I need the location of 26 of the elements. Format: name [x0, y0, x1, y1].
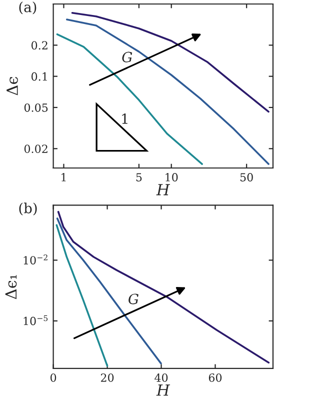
chart-title: (b) [19, 202, 37, 216]
y-tick-label: 10$^{−2}$ [24, 254, 48, 264]
x-tick-label: 10 [166, 173, 178, 182]
y-tick-label: 0.1 [32, 72, 47, 81]
y-tick-label: 0.02 [24, 144, 48, 154]
annotation: G [128, 294, 138, 304]
x-tick-label: 40 [154, 373, 168, 382]
x-axis-title: H [156, 384, 170, 396]
x-tick-label: 60 [208, 373, 222, 382]
line-series [56, 224, 108, 367]
x-tick-label: 50 [240, 173, 253, 182]
y-tick-label: 0.05 [24, 103, 48, 112]
x-tick-label: 5 [136, 173, 142, 182]
x-tick-label: 0 [50, 373, 56, 382]
annotation: 1 [122, 113, 128, 124]
annotation: G [122, 52, 132, 62]
chart-title: (a) [19, 2, 36, 14]
y-axis-title: Δϵ [6, 76, 18, 96]
y-tick-label: 10$^{−5}$ [24, 315, 48, 326]
x-tick-label: 1 [62, 173, 66, 182]
x-axis-title: H [156, 184, 170, 196]
x-tick-label: 20 [100, 373, 114, 382]
y-tick-label: 0.2 [32, 41, 48, 50]
line-series [57, 210, 270, 364]
y-axis-title: Δϵ₁ [5, 275, 17, 300]
line-series [56, 218, 162, 364]
